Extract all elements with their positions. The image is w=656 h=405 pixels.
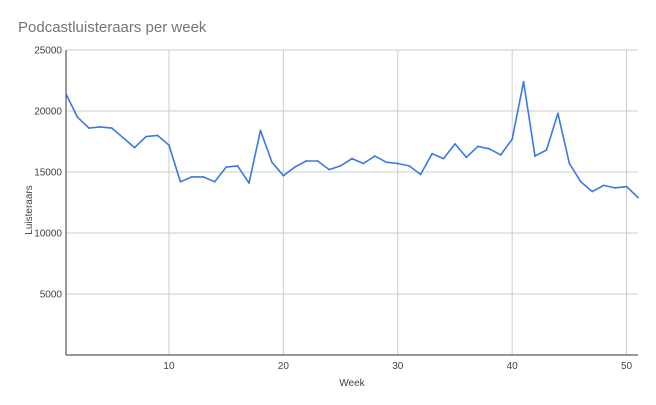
data-point	[591, 190, 594, 193]
x-tick-label: 50	[621, 361, 633, 372]
x-tick-label: 30	[392, 361, 404, 372]
data-point	[213, 180, 216, 183]
y-tick-labels: 5000 10000 15000 20000 25000	[34, 46, 62, 301]
data-point	[339, 165, 342, 167]
data-point	[373, 155, 376, 158]
data-point	[122, 136, 125, 139]
data-point	[133, 146, 136, 149]
data-point	[419, 173, 422, 176]
data-point	[568, 162, 571, 165]
data-point	[65, 93, 67, 95]
data-point	[625, 185, 628, 188]
y-tick-label: 25000	[34, 46, 62, 57]
data-point	[545, 149, 548, 151]
data-point	[602, 184, 605, 187]
data-point	[145, 135, 147, 138]
gridlines	[66, 49, 638, 355]
data-point	[156, 134, 159, 137]
data-point	[202, 175, 205, 178]
x-tick-label: 20	[278, 361, 290, 372]
chart-title: Podcastluisteraars per week	[18, 19, 207, 36]
x-tick-label: 10	[163, 361, 175, 372]
data-point	[168, 144, 170, 147]
data-point	[396, 162, 399, 165]
data-point	[271, 161, 273, 164]
data-point	[637, 196, 639, 199]
data-point	[179, 180, 182, 183]
series-line	[65, 80, 639, 199]
data-point	[316, 160, 319, 162]
data-point	[225, 166, 228, 169]
y-axis-label: Luisteraars	[24, 185, 35, 234]
data-point	[408, 165, 411, 167]
data-point	[259, 129, 262, 132]
x-axis-label: Week	[339, 378, 365, 389]
data-point	[190, 175, 193, 178]
data-point	[328, 168, 331, 171]
axes	[65, 50, 638, 356]
data-point	[305, 160, 308, 162]
data-point	[87, 127, 90, 129]
y-tick-label: 20000	[34, 107, 62, 118]
data-point	[465, 156, 468, 159]
data-point	[99, 125, 102, 128]
y-tick-label: 5000	[40, 290, 63, 301]
data-point	[351, 157, 353, 160]
data-point	[557, 112, 559, 115]
data-point	[476, 145, 479, 148]
y-tick-label: 15000	[34, 168, 62, 179]
data-point	[282, 174, 285, 177]
data-point	[236, 165, 239, 167]
data-point	[522, 80, 525, 83]
data-point	[76, 116, 79, 118]
x-tick-label: 40	[507, 361, 519, 372]
data-point	[293, 166, 296, 169]
data-point	[454, 143, 456, 145]
data-point	[362, 162, 365, 165]
y-tick-label: 10000	[34, 229, 62, 240]
data-point	[534, 155, 536, 158]
series-group	[65, 80, 639, 199]
data-point	[614, 186, 617, 189]
data-point	[442, 157, 445, 160]
data-point	[110, 127, 113, 129]
data-point	[431, 152, 433, 155]
data-point	[385, 161, 388, 164]
data-point	[499, 154, 502, 156]
data-point	[488, 147, 491, 150]
data-point	[579, 180, 582, 183]
data-point	[511, 138, 514, 140]
data-point	[248, 182, 250, 184]
x-tick-labels: 10 20 30 40 50	[163, 361, 632, 372]
